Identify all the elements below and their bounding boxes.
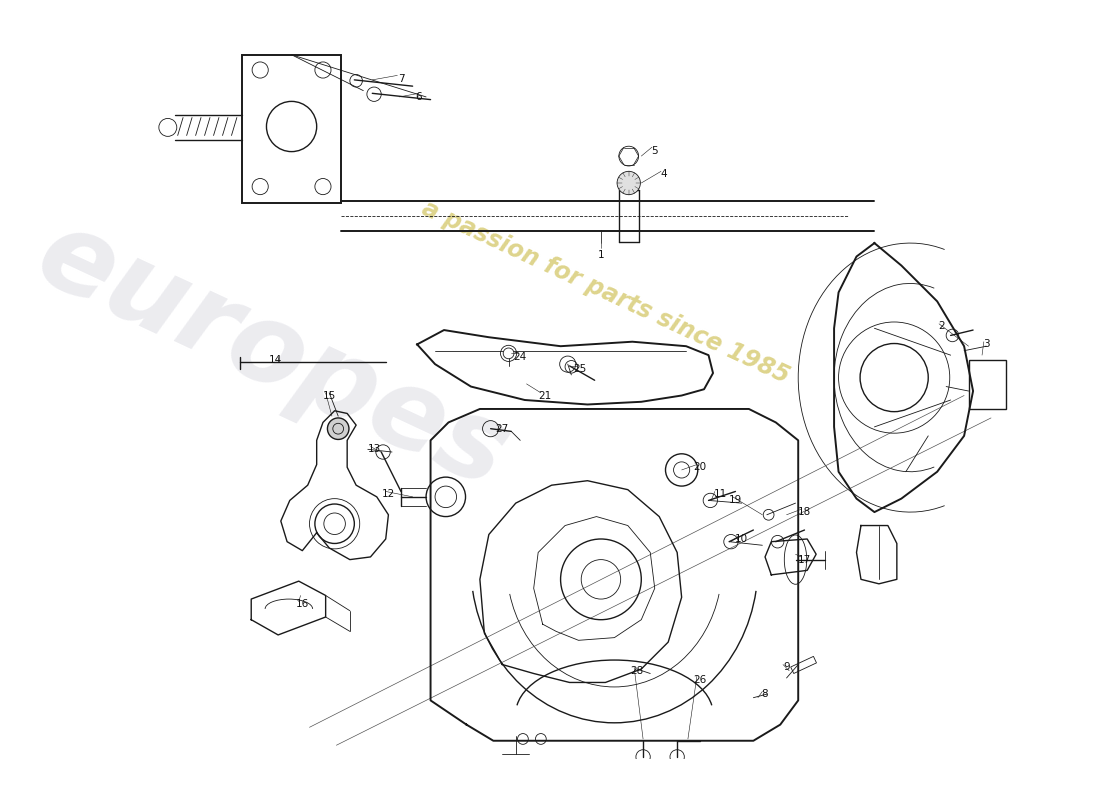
Circle shape xyxy=(503,348,514,358)
Text: 24: 24 xyxy=(514,352,527,362)
Text: 25: 25 xyxy=(574,364,587,374)
Text: 7: 7 xyxy=(398,74,405,84)
Text: 16: 16 xyxy=(296,599,309,610)
Text: 4: 4 xyxy=(660,169,667,179)
Text: 10: 10 xyxy=(735,534,748,544)
Text: 1: 1 xyxy=(597,250,604,260)
Text: 8: 8 xyxy=(761,689,768,699)
Circle shape xyxy=(617,171,640,194)
Text: 15: 15 xyxy=(322,390,335,401)
Text: 13: 13 xyxy=(367,444,381,454)
Text: 21: 21 xyxy=(538,390,551,401)
Text: 20: 20 xyxy=(693,462,706,472)
Text: 11: 11 xyxy=(714,489,727,499)
Text: 6: 6 xyxy=(416,92,422,102)
Text: 27: 27 xyxy=(496,424,509,434)
Text: 9: 9 xyxy=(783,662,790,672)
Text: 28: 28 xyxy=(630,666,644,676)
Text: 26: 26 xyxy=(693,674,706,685)
Text: 18: 18 xyxy=(798,507,811,517)
Bar xyxy=(969,360,1006,409)
Text: 12: 12 xyxy=(382,489,395,499)
Circle shape xyxy=(328,418,349,439)
Text: europes: europes xyxy=(21,200,526,510)
Text: 19: 19 xyxy=(729,495,743,506)
Text: 5: 5 xyxy=(651,146,658,156)
Text: 14: 14 xyxy=(268,354,282,365)
Text: 3: 3 xyxy=(983,339,990,350)
Bar xyxy=(791,656,816,674)
Text: 2: 2 xyxy=(938,322,945,331)
Text: a passion for parts since 1985: a passion for parts since 1985 xyxy=(418,197,793,388)
Text: 17: 17 xyxy=(798,554,811,565)
